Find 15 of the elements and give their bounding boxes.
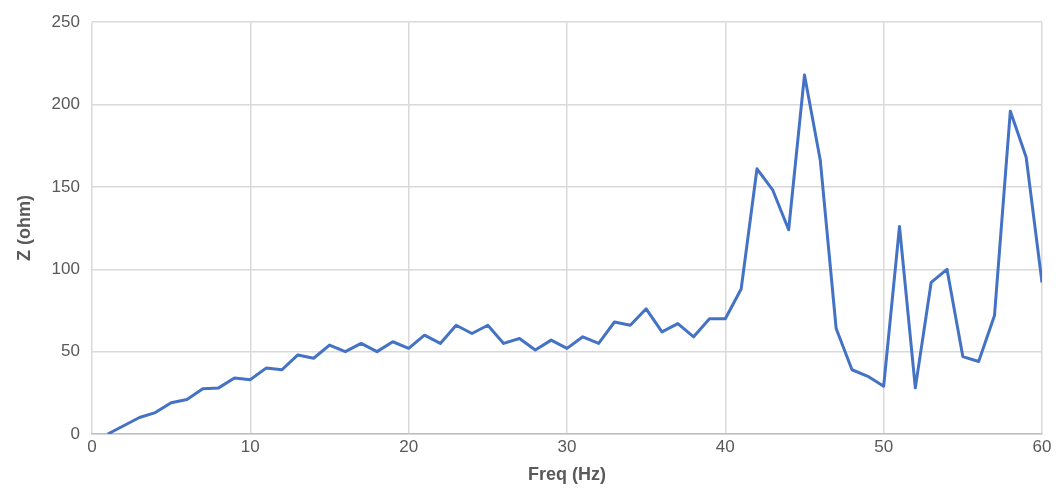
- x-tick-label: 40: [715, 436, 735, 456]
- y-tick-label: 100: [51, 258, 80, 278]
- y-tick-label: 250: [51, 11, 80, 31]
- x-tick-label: 60: [1032, 436, 1052, 456]
- y-tick-label: 0: [70, 423, 80, 443]
- x-tick-label: 20: [399, 436, 419, 456]
- x-tick-label: 0: [87, 436, 97, 456]
- y-tick-label: 200: [51, 94, 80, 114]
- x-tick-label: 30: [557, 436, 577, 456]
- y-tick-label: 150: [51, 176, 80, 196]
- x-axis-title: Freq (Hz): [527, 464, 606, 485]
- y-tick-label: 50: [61, 341, 80, 361]
- x-tick-label: 10: [240, 436, 260, 456]
- x-tick-label: 50: [874, 436, 894, 456]
- y-axis-title: Z (ohm): [13, 195, 34, 262]
